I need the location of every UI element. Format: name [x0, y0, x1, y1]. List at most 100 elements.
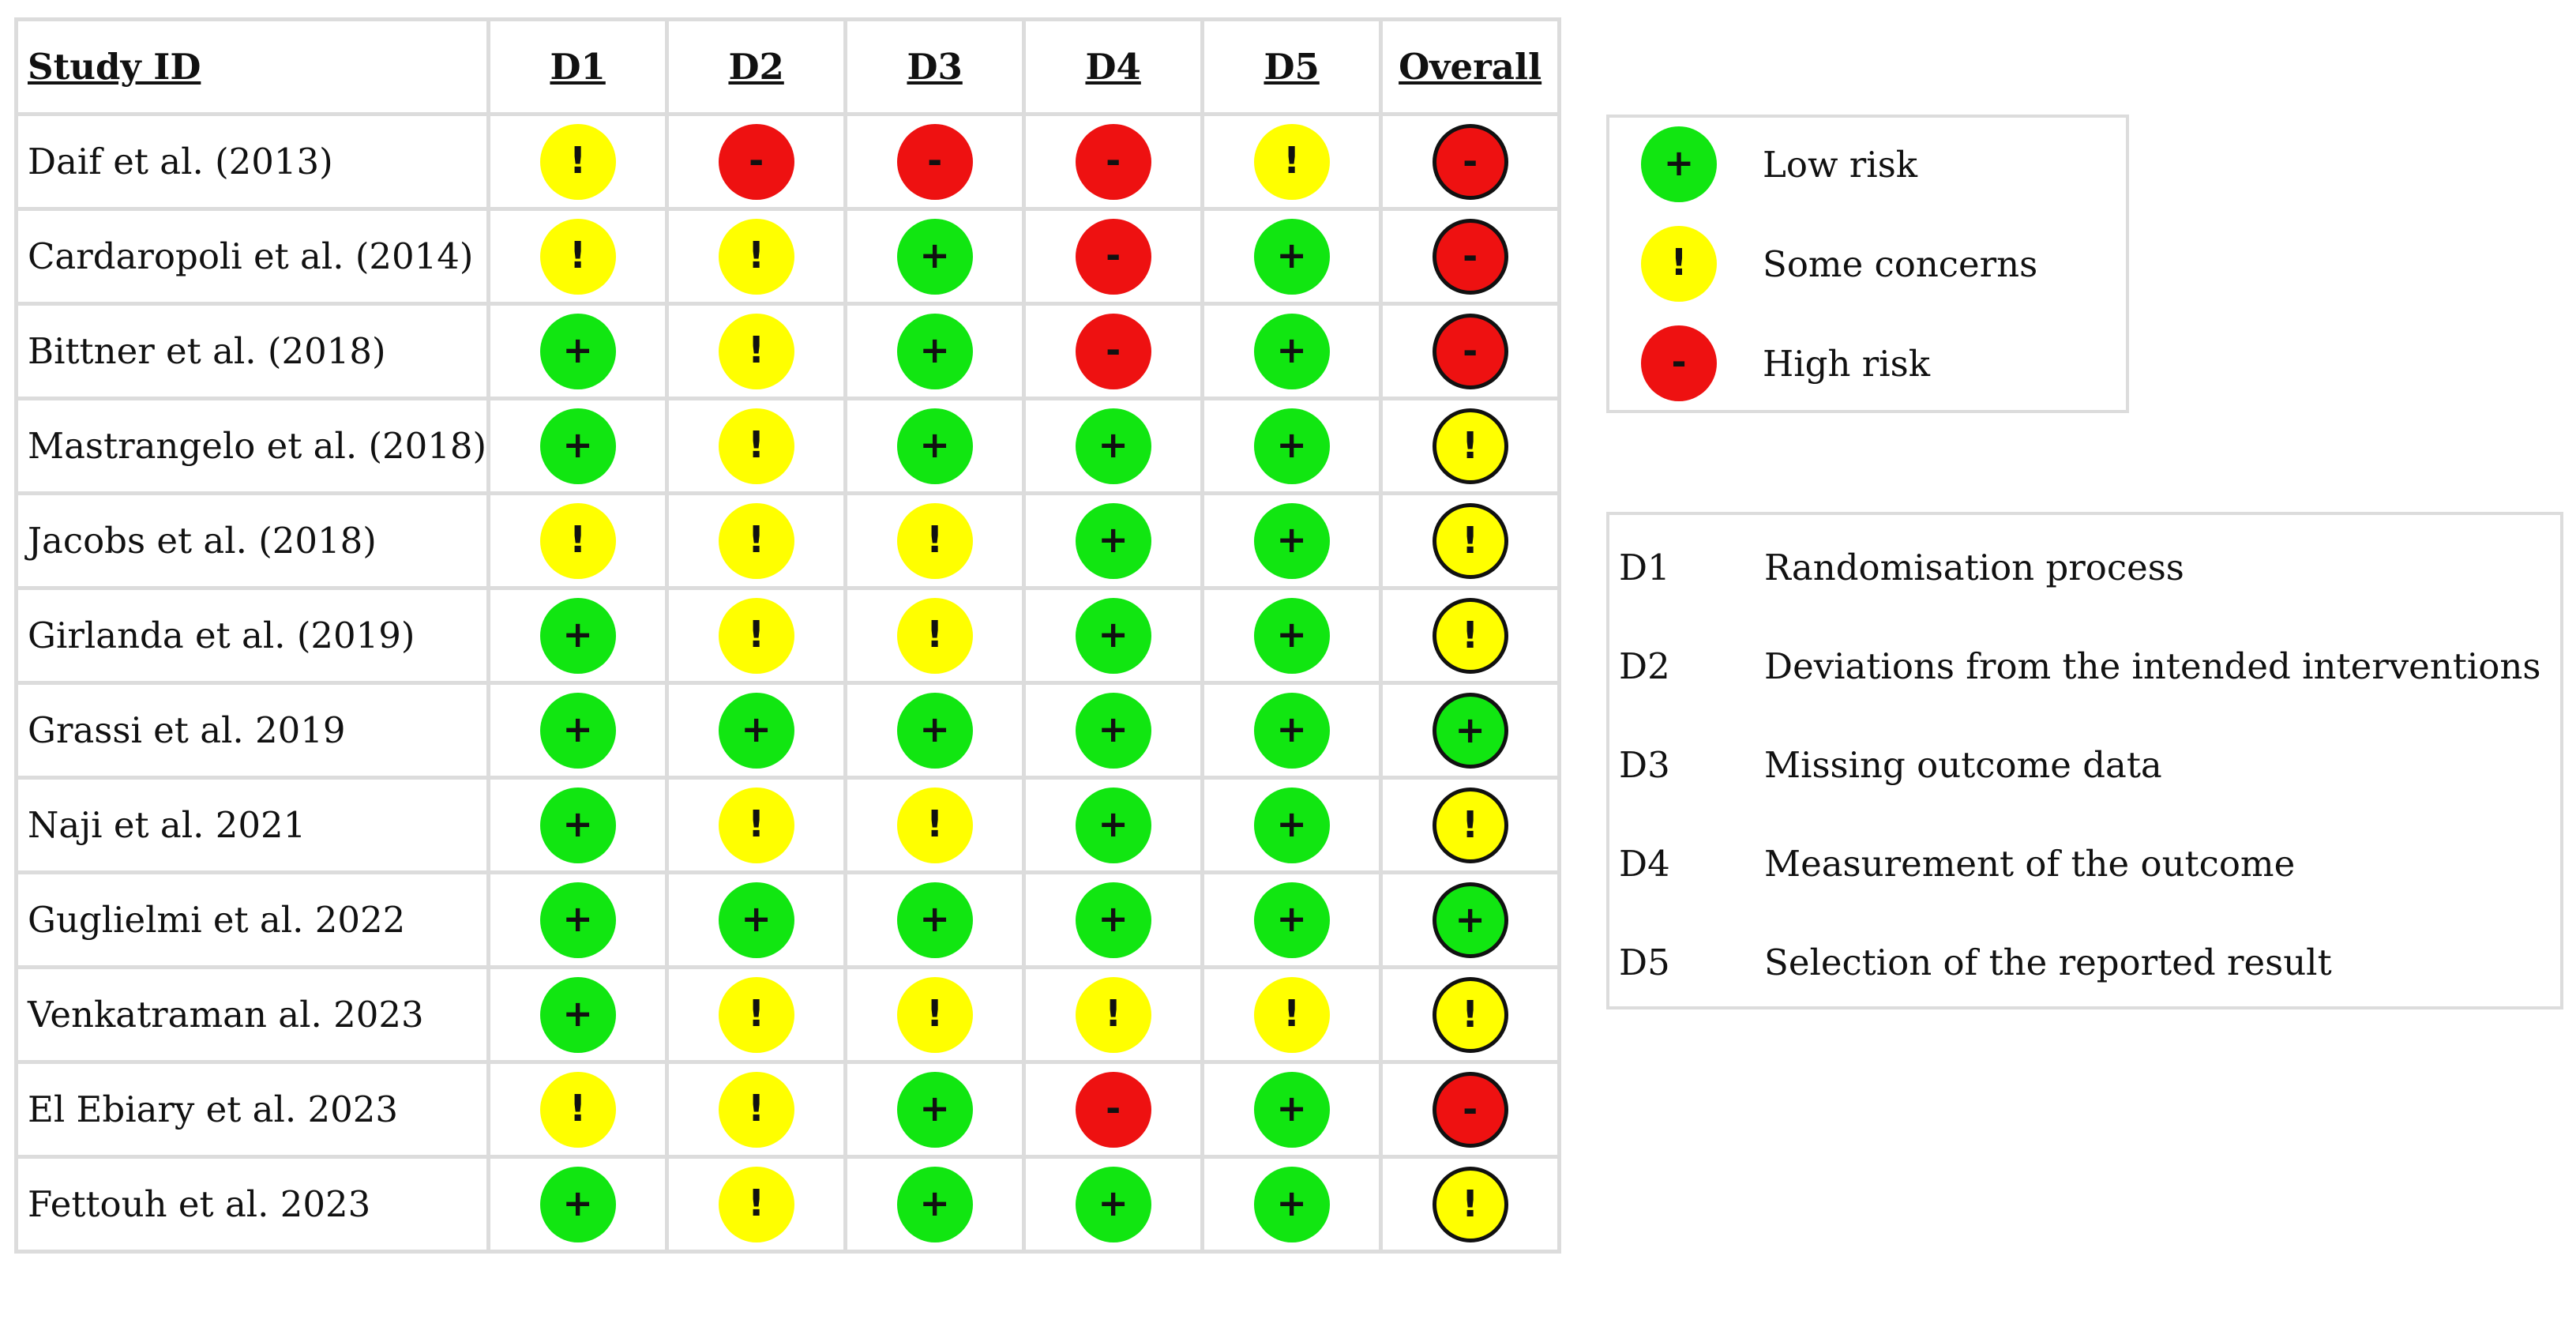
study-id-cell: Fettouh et al. 2023: [13, 1155, 491, 1254]
low-risk-icon: +: [539, 313, 616, 389]
table-body: Daif et al. (2013)! - - -! - Cardaropoli et a…: [13, 112, 1562, 1254]
low-risk-icon: +: [1253, 597, 1330, 674]
table-row: Grassi et al. 2019 + + + + + +: [13, 681, 1562, 780]
d3-cell: +: [843, 207, 1027, 306]
d4-cell: -: [1022, 1060, 1205, 1159]
d3-cell: !: [843, 491, 1027, 590]
study-id-cell: Daif et al. (2013): [13, 112, 491, 211]
low-risk-icon: +: [1432, 882, 1508, 958]
low-risk-icon: +: [1253, 787, 1330, 863]
overall-cell: -: [1379, 112, 1562, 211]
d5-cell: !: [1200, 965, 1384, 1064]
high-risk-icon: -: [1075, 218, 1151, 295]
overall-cell: !: [1379, 397, 1562, 495]
d1-cell: +: [486, 870, 670, 969]
d1-cell: !: [486, 207, 670, 306]
d1-cell: +: [486, 681, 670, 780]
low-risk-icon: +: [718, 692, 794, 769]
low-risk-icon: +: [896, 313, 973, 389]
d2-cell: !: [665, 586, 848, 685]
d2-cell: !: [665, 776, 848, 874]
d3-cell: +: [843, 681, 1027, 780]
high-risk-icon: -: [1075, 123, 1151, 200]
low-risk-icon: +: [1075, 692, 1151, 769]
d3-cell: -: [843, 112, 1027, 211]
d5-cell: +: [1200, 397, 1384, 495]
study-id-cell: Jacobs et al. (2018): [13, 491, 491, 590]
low-risk-icon: +: [1075, 787, 1151, 863]
high-risk-icon: -: [1432, 218, 1508, 295]
d2-cell: !: [665, 302, 848, 400]
judgement-legend: + Low risk ! Some concerns - High risk: [1606, 115, 2129, 413]
d2-cell: +: [665, 870, 848, 969]
low-risk-icon: +: [1253, 1071, 1330, 1148]
low-risk-icon: +: [1641, 126, 1717, 202]
some-concerns-icon: !: [718, 313, 794, 389]
d4-cell: +: [1022, 681, 1205, 780]
d3-cell: +: [843, 870, 1027, 969]
d1-cell: +: [486, 776, 670, 874]
some-concerns-icon: !: [896, 787, 973, 863]
low-risk-icon: +: [1075, 502, 1151, 579]
low-risk-icon: +: [896, 408, 973, 484]
d3-cell: +: [843, 302, 1027, 400]
legend-some-concerns: ! Some concerns: [1641, 220, 2037, 307]
overall-cell: -: [1379, 1060, 1562, 1159]
low-risk-icon: +: [1075, 882, 1151, 958]
low-risk-icon: +: [1253, 502, 1330, 579]
low-risk-icon: +: [896, 218, 973, 295]
domain-code: D4: [1619, 842, 1670, 885]
table-row: Cardaropoli et al. (2014)!! + - + -: [13, 207, 1562, 306]
some-concerns-icon: !: [1432, 502, 1508, 579]
low-risk-icon: +: [1075, 408, 1151, 484]
table-row: Mastrangelo et al. (2018) +! + + +!: [13, 397, 1562, 495]
d2-cell: !: [665, 965, 848, 1064]
d1-cell: !: [486, 112, 670, 211]
domain-label: Missing outcome data: [1764, 743, 2162, 786]
d5-cell: +: [1200, 870, 1384, 969]
d1-cell: !: [486, 1060, 670, 1159]
some-concerns-icon: !: [1432, 408, 1508, 484]
some-concerns-icon: !: [1253, 123, 1330, 200]
overall-cell: +: [1379, 870, 1562, 969]
header-study-id: Study ID: [13, 17, 491, 116]
low-risk-icon: +: [539, 692, 616, 769]
header-d3: D3: [843, 17, 1027, 116]
d2-cell: -: [665, 112, 848, 211]
overall-cell: !: [1379, 586, 1562, 685]
low-risk-icon: +: [1253, 313, 1330, 389]
d2-cell: !: [665, 397, 848, 495]
legend-low-risk: + Low risk: [1641, 121, 1917, 208]
low-risk-icon: +: [1075, 1166, 1151, 1242]
high-risk-icon: -: [1641, 325, 1717, 401]
study-id-cell: Naji et al. 2021: [13, 776, 491, 874]
d1-cell: !: [486, 491, 670, 590]
d1-cell: +: [486, 1155, 670, 1254]
table-row: Guglielmi et al. 2022 + + + + + +: [13, 870, 1562, 969]
low-risk-icon: +: [539, 976, 616, 1053]
header-d5: D5: [1200, 17, 1384, 116]
low-risk-icon: +: [539, 597, 616, 674]
domain-code: D3: [1619, 743, 1670, 786]
d1-cell: +: [486, 586, 670, 685]
some-concerns-icon: !: [539, 502, 616, 579]
low-risk-icon: +: [539, 408, 616, 484]
domain-label: Deviations from the intended interventio…: [1764, 645, 2541, 687]
high-risk-icon: -: [1432, 1071, 1508, 1148]
d2-cell: !: [665, 1155, 848, 1254]
d4-cell: -: [1022, 112, 1205, 211]
table-row: Bittner et al. (2018) +! + - + -: [13, 302, 1562, 400]
table-row: El Ebiary et al. 2023!! + - + -: [13, 1060, 1562, 1159]
some-concerns-icon: !: [718, 1166, 794, 1242]
low-risk-icon: +: [896, 1166, 973, 1242]
d3-cell: +: [843, 397, 1027, 495]
some-concerns-icon: !: [1432, 1166, 1508, 1242]
d2-cell: +: [665, 681, 848, 780]
high-risk-icon: -: [1075, 313, 1151, 389]
d4-cell: +: [1022, 870, 1205, 969]
domain-d1: D1 Randomisation process: [1619, 532, 2184, 603]
low-risk-icon: +: [1253, 218, 1330, 295]
d5-cell: +: [1200, 302, 1384, 400]
high-risk-icon: -: [718, 123, 794, 200]
d5-cell: +: [1200, 586, 1384, 685]
